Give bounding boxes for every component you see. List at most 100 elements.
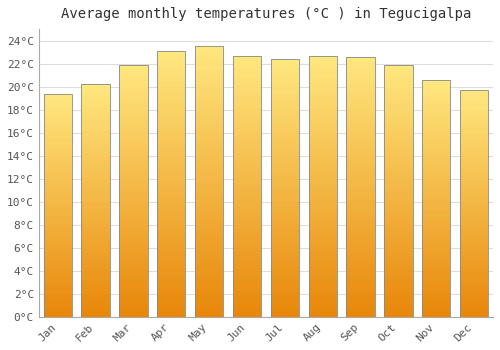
Bar [195,172,224,175]
Bar [119,213,148,216]
Bar [157,287,186,290]
Bar [233,82,261,85]
Bar [44,147,72,149]
Bar [119,153,148,156]
Bar [460,184,488,187]
Bar [195,219,224,222]
Bar [82,273,110,276]
Bar [44,174,72,177]
Bar [44,247,72,250]
Bar [233,242,261,245]
Bar [157,194,186,197]
Bar [422,169,450,172]
Bar [270,301,299,304]
Bar [119,298,148,301]
Bar [384,263,412,266]
Bar [422,314,450,317]
Bar [460,158,488,161]
Bar [346,66,375,70]
Bar [233,101,261,105]
Bar [157,307,186,310]
Bar [346,206,375,210]
Bar [157,127,186,131]
Bar [308,82,337,85]
Bar [82,311,110,314]
Bar [195,121,224,124]
Bar [233,137,261,140]
Bar [270,278,299,281]
Bar [384,203,412,206]
Bar [119,210,148,213]
Bar [119,166,148,169]
Bar [233,255,261,258]
Bar [44,119,72,121]
Bar [422,296,450,299]
Bar [308,108,337,111]
Bar [308,163,337,167]
Bar [270,298,299,301]
Bar [308,59,337,62]
Bar [384,213,412,216]
Bar [195,222,224,225]
Bar [82,290,110,294]
Bar [270,291,299,294]
Bar [44,222,72,225]
Bar [157,68,186,71]
Bar [82,218,110,221]
Bar [44,186,72,188]
Bar [119,184,148,188]
Bar [422,248,450,252]
Bar [460,93,488,96]
Bar [384,282,412,285]
Bar [460,308,488,311]
Bar [157,84,186,88]
Bar [384,121,412,125]
Bar [157,244,186,247]
Bar [460,102,488,104]
Bar [384,235,412,238]
Bar [308,127,337,131]
Bar [233,56,261,317]
Bar [384,301,412,304]
Bar [119,229,148,232]
Bar [308,150,337,154]
Bar [82,296,110,299]
Bar [82,195,110,198]
Bar [346,278,375,281]
Bar [157,91,186,94]
Bar [422,103,450,106]
Bar [308,248,337,252]
Bar [270,268,299,272]
Bar [270,285,299,288]
Bar [384,232,412,235]
Bar [384,254,412,257]
Bar [346,196,375,200]
Bar [233,238,261,242]
Bar [119,225,148,229]
Bar [44,214,72,216]
Bar [119,292,148,295]
Bar [270,124,299,127]
Bar [384,115,412,118]
Bar [422,127,450,130]
Bar [270,207,299,210]
Bar [308,206,337,209]
Bar [157,177,186,181]
Bar [308,124,337,127]
Bar [460,215,488,218]
Bar [422,121,450,124]
Bar [157,224,186,227]
Bar [422,258,450,260]
Bar [308,219,337,222]
Bar [270,249,299,252]
Bar [233,196,261,199]
Bar [384,219,412,222]
Bar [308,235,337,238]
Bar [384,222,412,225]
Bar [346,258,375,261]
Bar [270,78,299,82]
Bar [195,117,224,121]
Bar [82,305,110,308]
Bar [233,209,261,212]
Bar [195,256,224,259]
